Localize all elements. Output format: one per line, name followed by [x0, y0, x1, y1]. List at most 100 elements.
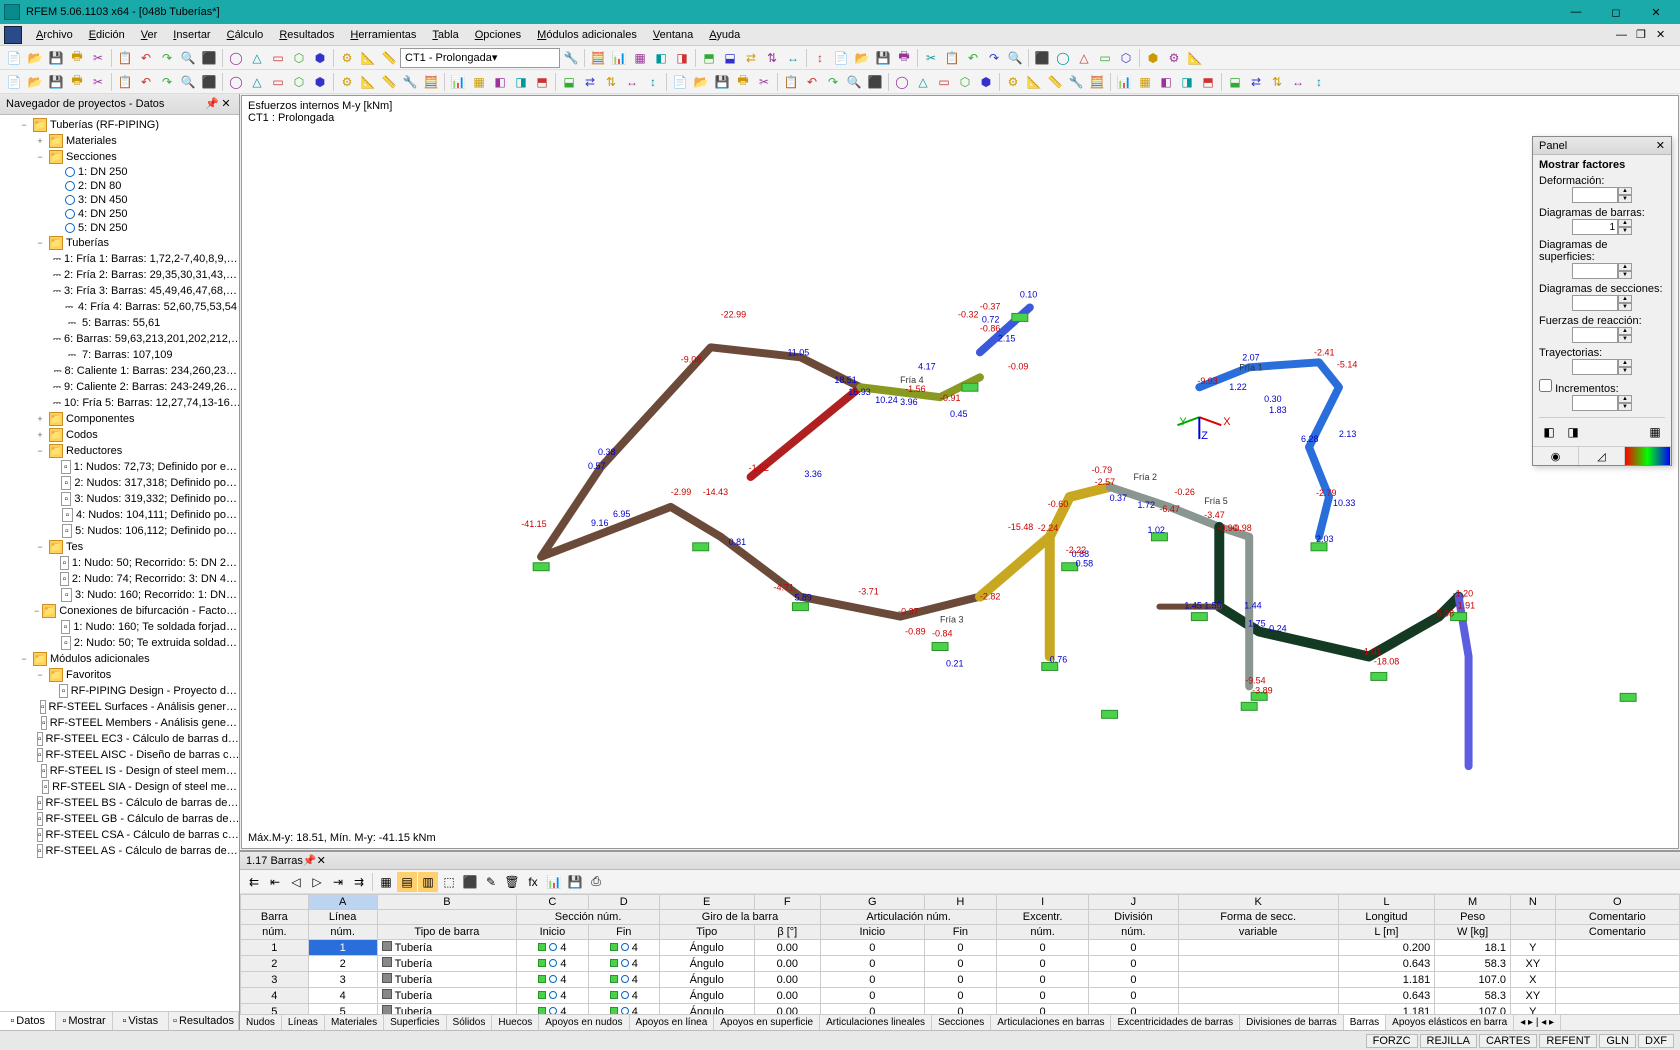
table-pin-icon[interactable]: 📌	[303, 854, 317, 867]
toolbar-btn[interactable]: △	[1074, 48, 1094, 68]
close-button[interactable]: ✕	[1636, 0, 1676, 24]
toolbar-btn[interactable]: 🔍	[1005, 48, 1025, 68]
table-tab[interactable]: Apoyos en línea	[630, 1015, 715, 1030]
table-toolbar-btn[interactable]: 🗑	[502, 872, 522, 892]
menu-opciones[interactable]: Opciones	[467, 27, 529, 43]
toolbar-btn[interactable]: ⬡	[289, 72, 309, 92]
toolbar-btn[interactable]: 📋	[781, 72, 801, 92]
spin-up[interactable]: ▲	[1618, 295, 1632, 303]
toolbar-btn[interactable]: ⬢	[976, 72, 996, 92]
toolbar-btn[interactable]: ↷	[157, 48, 177, 68]
table-tab[interactable]: Huecos	[492, 1015, 539, 1030]
toolbar-btn[interactable]: ⬓	[720, 48, 740, 68]
app-menu-icon[interactable]	[4, 26, 22, 44]
toolbar-btn[interactable]: ⚙	[1164, 48, 1184, 68]
table-toolbar-btn[interactable]: ▥	[418, 872, 438, 892]
tree-node[interactable]: 1: DN 250	[2, 165, 237, 179]
toolbar-btn[interactable]: 📐	[1185, 48, 1205, 68]
nav-tab-resultados[interactable]: ▫Resultados	[169, 1012, 239, 1030]
table-toolbar-btn[interactable]: 💾	[565, 872, 585, 892]
panel-btn-1[interactable]: ◧	[1539, 422, 1559, 442]
spin-down[interactable]: ▼	[1618, 335, 1632, 343]
toolbar-btn[interactable]: ↶	[963, 48, 983, 68]
toolbar-btn[interactable]: ▦	[1135, 72, 1155, 92]
tree-node[interactable]: ▫3: Nudos: 319,332; Definido po…	[2, 491, 237, 507]
toolbar-btn[interactable]: ◯	[226, 48, 246, 68]
maximize-button[interactable]: ◻	[1596, 0, 1636, 24]
toolbar-btn[interactable]: 📂	[691, 72, 711, 92]
tree-node[interactable]: +📁Materiales	[2, 133, 237, 149]
table-toolbar-btn[interactable]: ⇉	[349, 872, 369, 892]
toolbar-btn[interactable]: 🧮	[421, 72, 441, 92]
tree-node[interactable]: ▫3: Nudo: 160; Recorrido: 1: DN…	[2, 587, 237, 603]
tree-node[interactable]: ▫RF-STEEL AISC - Diseño de barras c…	[2, 747, 237, 763]
table-toolbar-btn[interactable]: ▷	[307, 872, 327, 892]
minimize-button[interactable]: —	[1556, 0, 1596, 24]
increments-checkbox[interactable]	[1539, 379, 1552, 392]
toolbar-btn[interactable]: ↔	[783, 48, 803, 68]
table-toolbar-btn[interactable]: 📊	[544, 872, 564, 892]
toolbar-btn[interactable]: ⬒	[699, 48, 719, 68]
tree-node[interactable]: ⎓2: Fría 2: Barras: 29,35,30,31,43,…	[2, 267, 237, 283]
spin-down[interactable]: ▼	[1618, 303, 1632, 311]
panel-spinner[interactable]	[1572, 295, 1618, 311]
menu-herramientas[interactable]: Herramientas	[342, 27, 424, 43]
tree-node[interactable]: ⎓5: Barras: 55,61	[2, 315, 237, 331]
menu-insertar[interactable]: Insertar	[165, 27, 218, 43]
spin-down[interactable]: ▼	[1618, 271, 1632, 279]
toolbar-btn[interactable]: ◨	[672, 48, 692, 68]
toolbar-btn[interactable]: ↔	[622, 72, 642, 92]
mdi-minimize[interactable]: —	[1616, 29, 1636, 41]
toolbar-btn[interactable]: 📋	[115, 72, 135, 92]
toolbar-btn[interactable]: 🖶	[733, 72, 753, 92]
spin-down[interactable]: ▼	[1618, 403, 1632, 411]
toolbar-btn[interactable]: △	[247, 48, 267, 68]
table-tab[interactable]: Articulaciones en barras	[991, 1015, 1111, 1030]
toolbar-btn[interactable]: ⇄	[580, 72, 600, 92]
tree-node[interactable]: −📁Tuberías (RF-PIPING)	[2, 117, 237, 133]
model-canvas[interactable]: Esfuerzos internos M-y [kNm] CT1 : Prolo…	[241, 95, 1679, 849]
table-tab[interactable]: Divisiones de barras	[1240, 1015, 1344, 1030]
tree-node[interactable]: −📁Conexiones de bifurcación - Facto…	[2, 603, 237, 619]
toolbar-btn[interactable]: ◯	[226, 72, 246, 92]
toolbar-btn[interactable]: ⚙	[1003, 72, 1023, 92]
table-tab-nav[interactable]: ◂ ▸ | ◂ ▸	[1514, 1015, 1561, 1030]
panel-btn-2[interactable]: ◨	[1563, 422, 1583, 442]
table-tab[interactable]: Apoyos elásticos en barra	[1386, 1015, 1514, 1030]
tree-node[interactable]: −📁Tes	[2, 539, 237, 555]
table-toolbar-btn[interactable]: ⬚	[439, 872, 459, 892]
menu-ventana[interactable]: Ventana	[645, 27, 701, 43]
nav-tab-vistas[interactable]: ▫Vistas	[113, 1012, 169, 1030]
toolbar-btn[interactable]: 📋	[115, 48, 135, 68]
toolbar-btn[interactable]: ✂	[88, 48, 108, 68]
tree-node[interactable]: ⎓1: Fría 1: Barras: 1,72,2-7,40,8,9,…	[2, 251, 237, 267]
table-tab[interactable]: Líneas	[282, 1015, 325, 1030]
panel-btn-3[interactable]: ▦	[1645, 422, 1665, 442]
tree-node[interactable]: ▫2: Nudos: 317,318; Definido po…	[2, 475, 237, 491]
toolbar-btn[interactable]: ✂	[754, 72, 774, 92]
table-tab[interactable]: Materiales	[325, 1015, 384, 1030]
toolbar-btn[interactable]: ◧	[490, 72, 510, 92]
spin-up[interactable]: ▲	[1618, 263, 1632, 271]
tree-node[interactable]: ▫1: Nudo: 160; Te soldada forjad…	[2, 619, 237, 635]
mdi-restore[interactable]: ❐	[1636, 28, 1656, 41]
toolbar-btn[interactable]: 🖶	[894, 48, 914, 68]
toolbar-btn[interactable]: ◯	[1053, 48, 1073, 68]
toolbar-btn[interactable]: 📐	[358, 72, 378, 92]
tree-node[interactable]: 2: DN 80	[2, 179, 237, 193]
toolbar-btn[interactable]: 🖶	[67, 72, 87, 92]
toolbar-btn[interactable]: ⇄	[1246, 72, 1266, 92]
navigator-close-icon[interactable]: ✕	[219, 97, 233, 111]
table-toolbar-btn[interactable]: ⎙	[586, 872, 606, 892]
toolbar-btn[interactable]: 🔧	[1066, 72, 1086, 92]
tree-node[interactable]: ▫5: Nudos: 106,112; Definido po…	[2, 523, 237, 539]
panel-spinner[interactable]	[1572, 327, 1618, 343]
table-tab[interactable]: Articulaciones lineales	[820, 1015, 932, 1030]
toolbar-btn[interactable]: 🧮	[1087, 72, 1107, 92]
tree-node[interactable]: ⎓9: Caliente 2: Barras: 243-249,26…	[2, 379, 237, 395]
table-tab[interactable]: Apoyos en superficie	[714, 1015, 820, 1030]
toolbar-btn[interactable]: ⬡	[289, 48, 309, 68]
tree-node[interactable]: ▫RF-STEEL Surfaces - Análisis gener…	[2, 699, 237, 715]
table-tab[interactable]: Barras	[1344, 1015, 1386, 1030]
toolbar-btn[interactable]: ⬒	[1198, 72, 1218, 92]
